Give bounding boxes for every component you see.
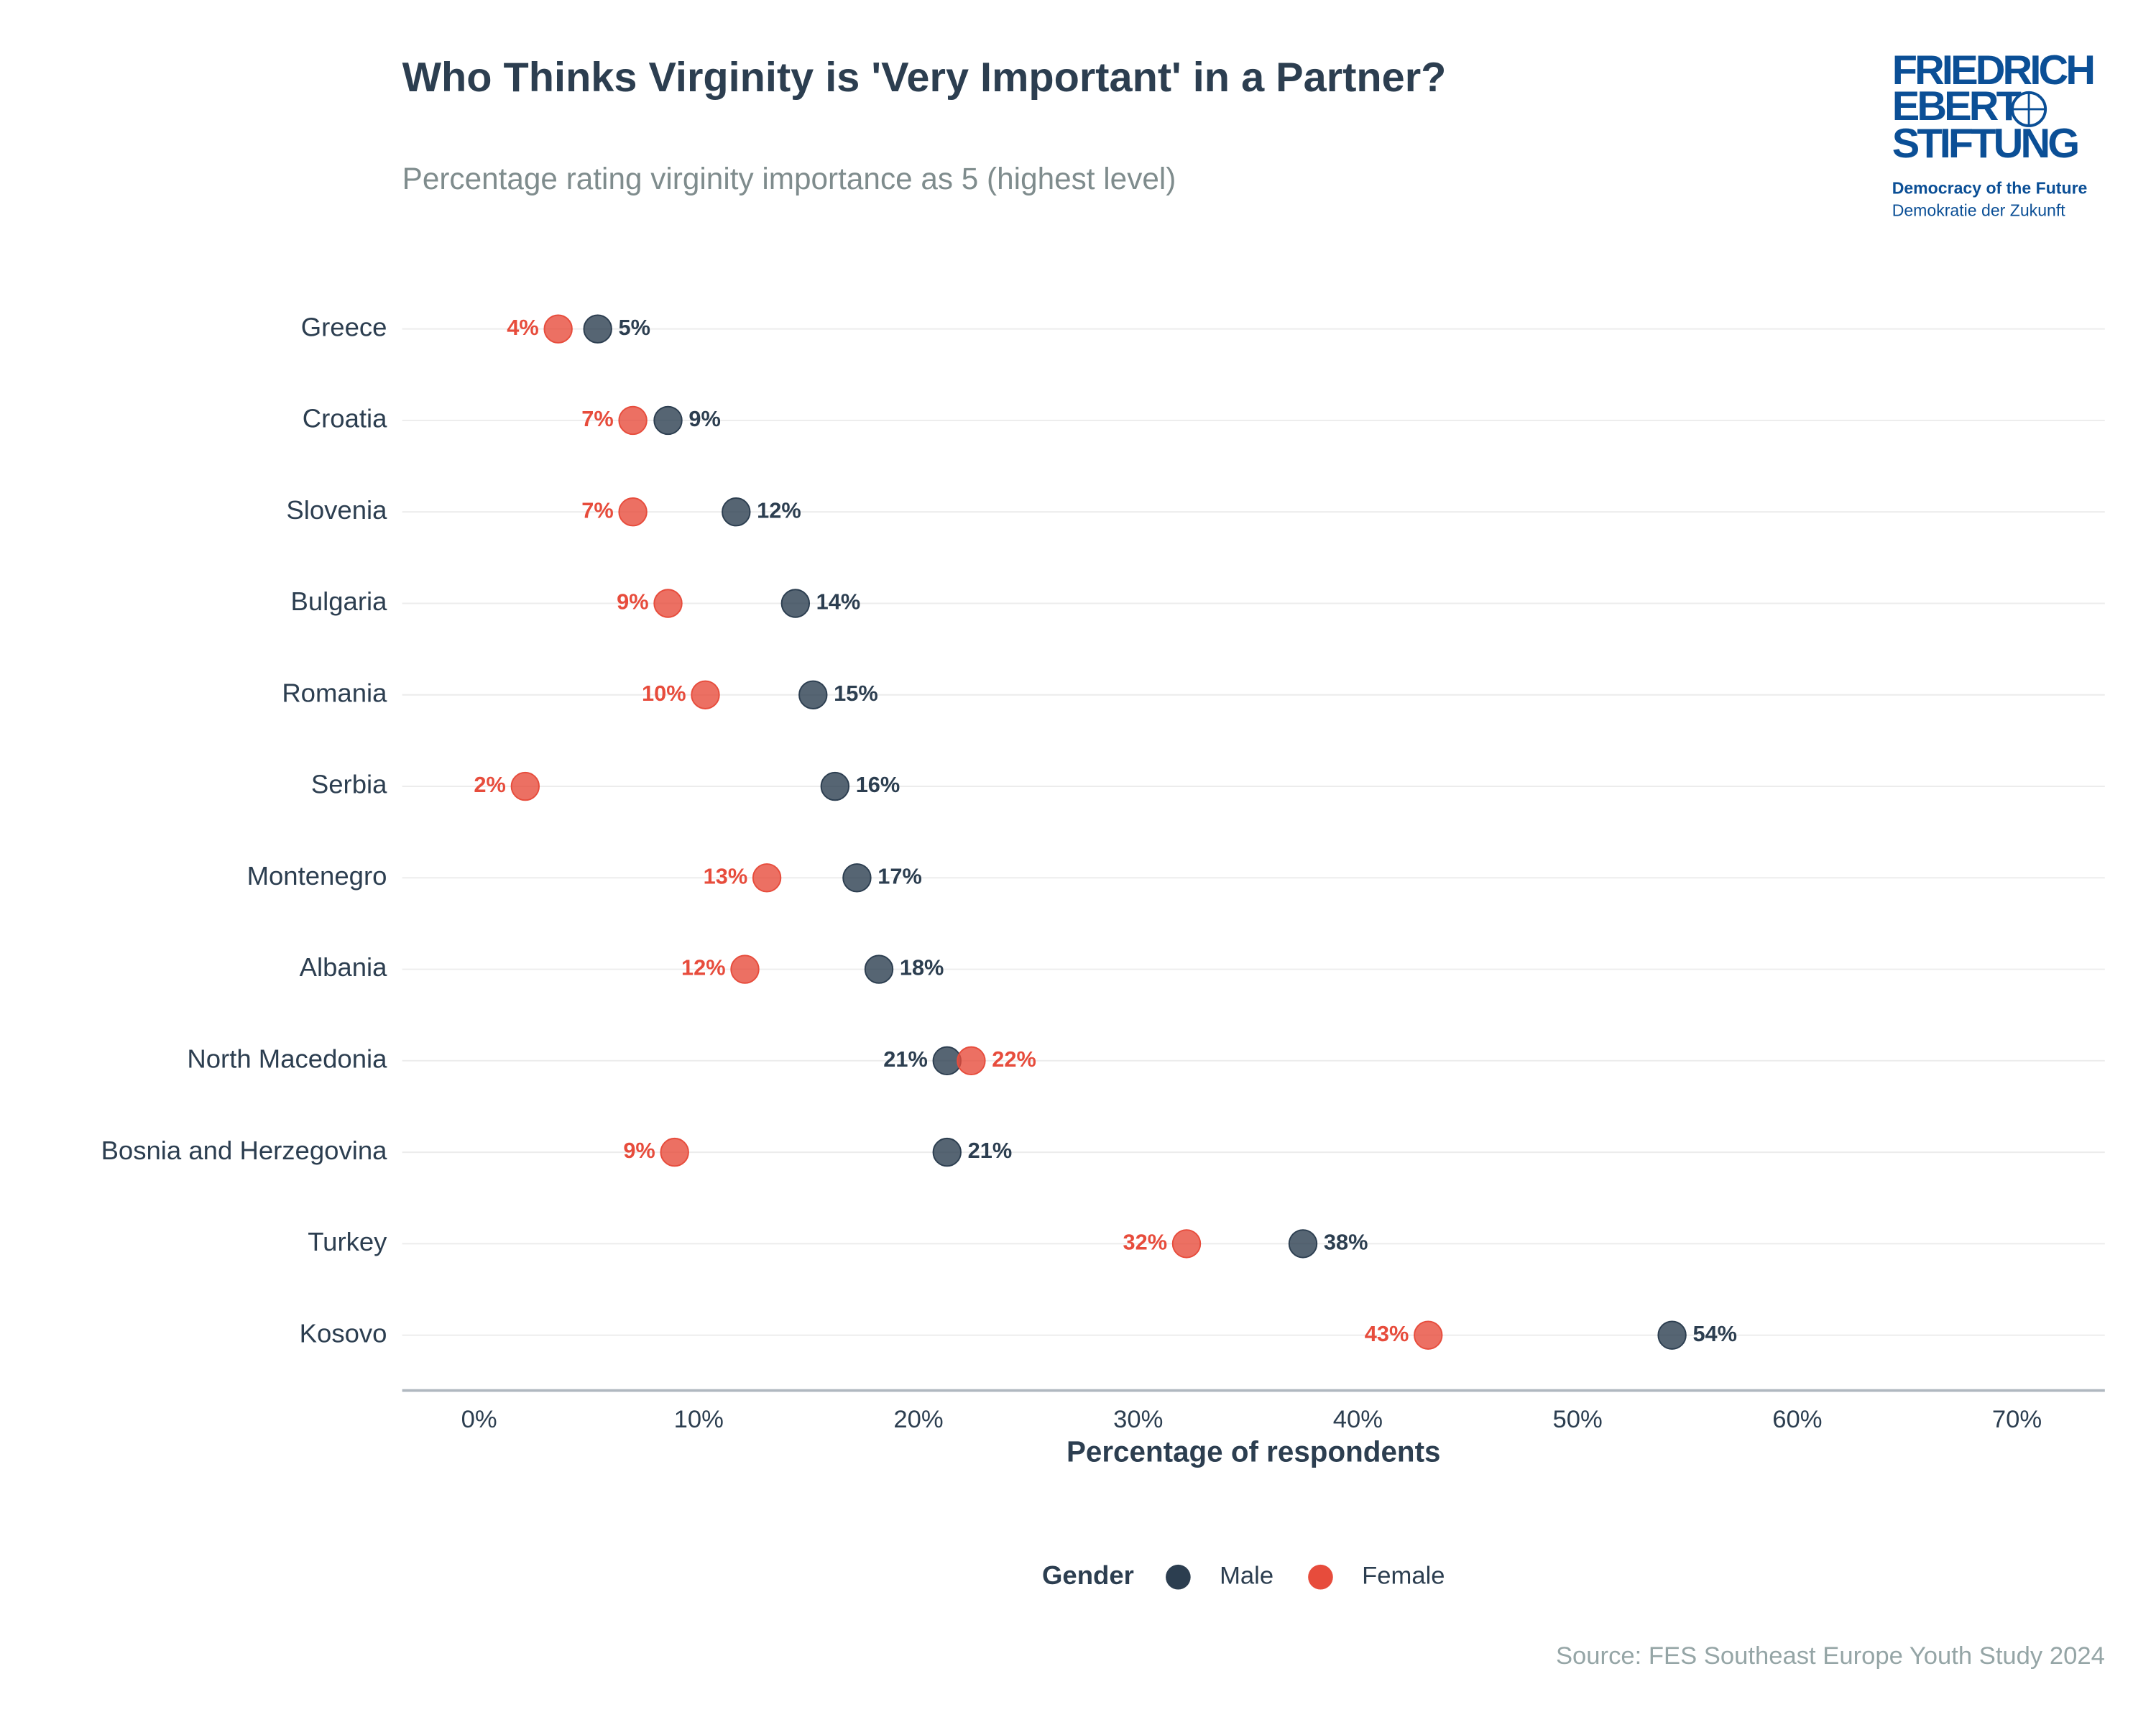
dot xyxy=(864,954,894,984)
value-label: 13% xyxy=(704,863,748,888)
x-tick-label: 20% xyxy=(893,1406,943,1433)
y-tick-label: Bulgaria xyxy=(290,586,387,616)
dot xyxy=(722,497,751,527)
x-tick-label: 40% xyxy=(1333,1406,1383,1433)
dot xyxy=(842,863,872,893)
dot xyxy=(583,314,612,344)
legend-label: Female xyxy=(1362,1562,1445,1589)
dot xyxy=(691,680,720,709)
y-tick-label: Turkey xyxy=(308,1227,387,1256)
dot xyxy=(1657,1320,1687,1350)
dot xyxy=(957,1046,986,1076)
x-tick-label: 10% xyxy=(674,1406,724,1433)
y-tick-label: Croatia xyxy=(303,404,387,433)
value-label: 21% xyxy=(968,1138,1013,1163)
x-axis-label: Percentage of respondents xyxy=(1067,1435,1441,1468)
legend-title: Gender xyxy=(1042,1560,1134,1590)
dot xyxy=(510,771,540,801)
dot xyxy=(780,589,811,618)
value-label: 21% xyxy=(883,1046,928,1072)
value-label: 32% xyxy=(1123,1230,1168,1255)
value-label: 9% xyxy=(688,406,720,431)
logo-text: FRIEDRICH xyxy=(1892,47,2093,93)
value-label: 10% xyxy=(642,681,686,706)
value-label: 9% xyxy=(623,1138,655,1163)
value-label: 5% xyxy=(619,315,650,340)
chart-title: Who Thinks Virginity is 'Very Important'… xyxy=(402,55,1447,101)
dot xyxy=(618,497,648,527)
value-label: 15% xyxy=(834,681,878,706)
value-label: 17% xyxy=(877,863,922,888)
x-tick-label: 0% xyxy=(461,1406,497,1433)
value-label: 43% xyxy=(1365,1321,1409,1346)
value-label: 9% xyxy=(617,589,648,615)
dot xyxy=(1288,1229,1318,1259)
value-label: 14% xyxy=(816,589,861,615)
y-tick-label: Bosnia and Herzegovina xyxy=(101,1136,388,1165)
value-label: 7% xyxy=(581,406,613,431)
value-label: 4% xyxy=(507,315,538,340)
dot xyxy=(660,1137,689,1167)
dot xyxy=(653,589,683,618)
logo-tagline: Demokratie der Zukunft xyxy=(1892,201,2066,219)
y-tick-label: North Macedonia xyxy=(187,1044,387,1074)
chart-subtitle: Percentage rating virginity importance a… xyxy=(402,162,1176,196)
dot xyxy=(798,680,828,709)
legend-marker xyxy=(1308,1564,1333,1590)
x-tick-label: 60% xyxy=(1772,1406,1822,1433)
logo-tagline: Democracy of the Future xyxy=(1892,179,2088,198)
dot xyxy=(1414,1320,1443,1350)
x-tick-label: 50% xyxy=(1553,1406,1603,1433)
dot xyxy=(543,314,573,344)
y-tick-label: Greece xyxy=(301,312,387,341)
value-label: 22% xyxy=(992,1046,1036,1072)
value-label: 12% xyxy=(757,497,801,523)
value-label: 54% xyxy=(1692,1321,1737,1346)
y-tick-label: Slovenia xyxy=(286,495,387,525)
dot xyxy=(618,405,648,436)
value-label: 7% xyxy=(581,497,613,523)
logo-text: STIFTUNG xyxy=(1892,121,2078,167)
dot xyxy=(730,954,760,984)
legend-label: Male xyxy=(1220,1562,1273,1589)
dot xyxy=(1171,1229,1202,1259)
x-tick-label: 70% xyxy=(1992,1406,2042,1433)
logo: FRIEDRICH EBERT STIFTUNG Democracy of th… xyxy=(1892,47,2096,219)
dot xyxy=(653,405,683,436)
value-label: 16% xyxy=(856,772,900,797)
dot xyxy=(932,1137,962,1167)
value-label: 18% xyxy=(900,955,944,980)
value-label: 12% xyxy=(681,955,726,980)
y-tick-label: Kosovo xyxy=(300,1318,387,1348)
dot xyxy=(820,771,850,801)
y-tick-label: Serbia xyxy=(311,770,387,799)
y-tick-label: Romania xyxy=(282,678,387,707)
value-label: 2% xyxy=(474,772,505,797)
x-tick-label: 30% xyxy=(1113,1406,1163,1433)
source: Source: FES Southeast Europe Youth Study… xyxy=(1556,1642,2105,1670)
dot xyxy=(752,863,782,893)
logo-text: EBERT xyxy=(1892,83,2022,129)
y-tick-label: Montenegro xyxy=(247,861,387,891)
value-label: 38% xyxy=(1324,1230,1368,1255)
y-tick-label: Albania xyxy=(300,952,388,982)
legend-marker xyxy=(1166,1564,1191,1590)
